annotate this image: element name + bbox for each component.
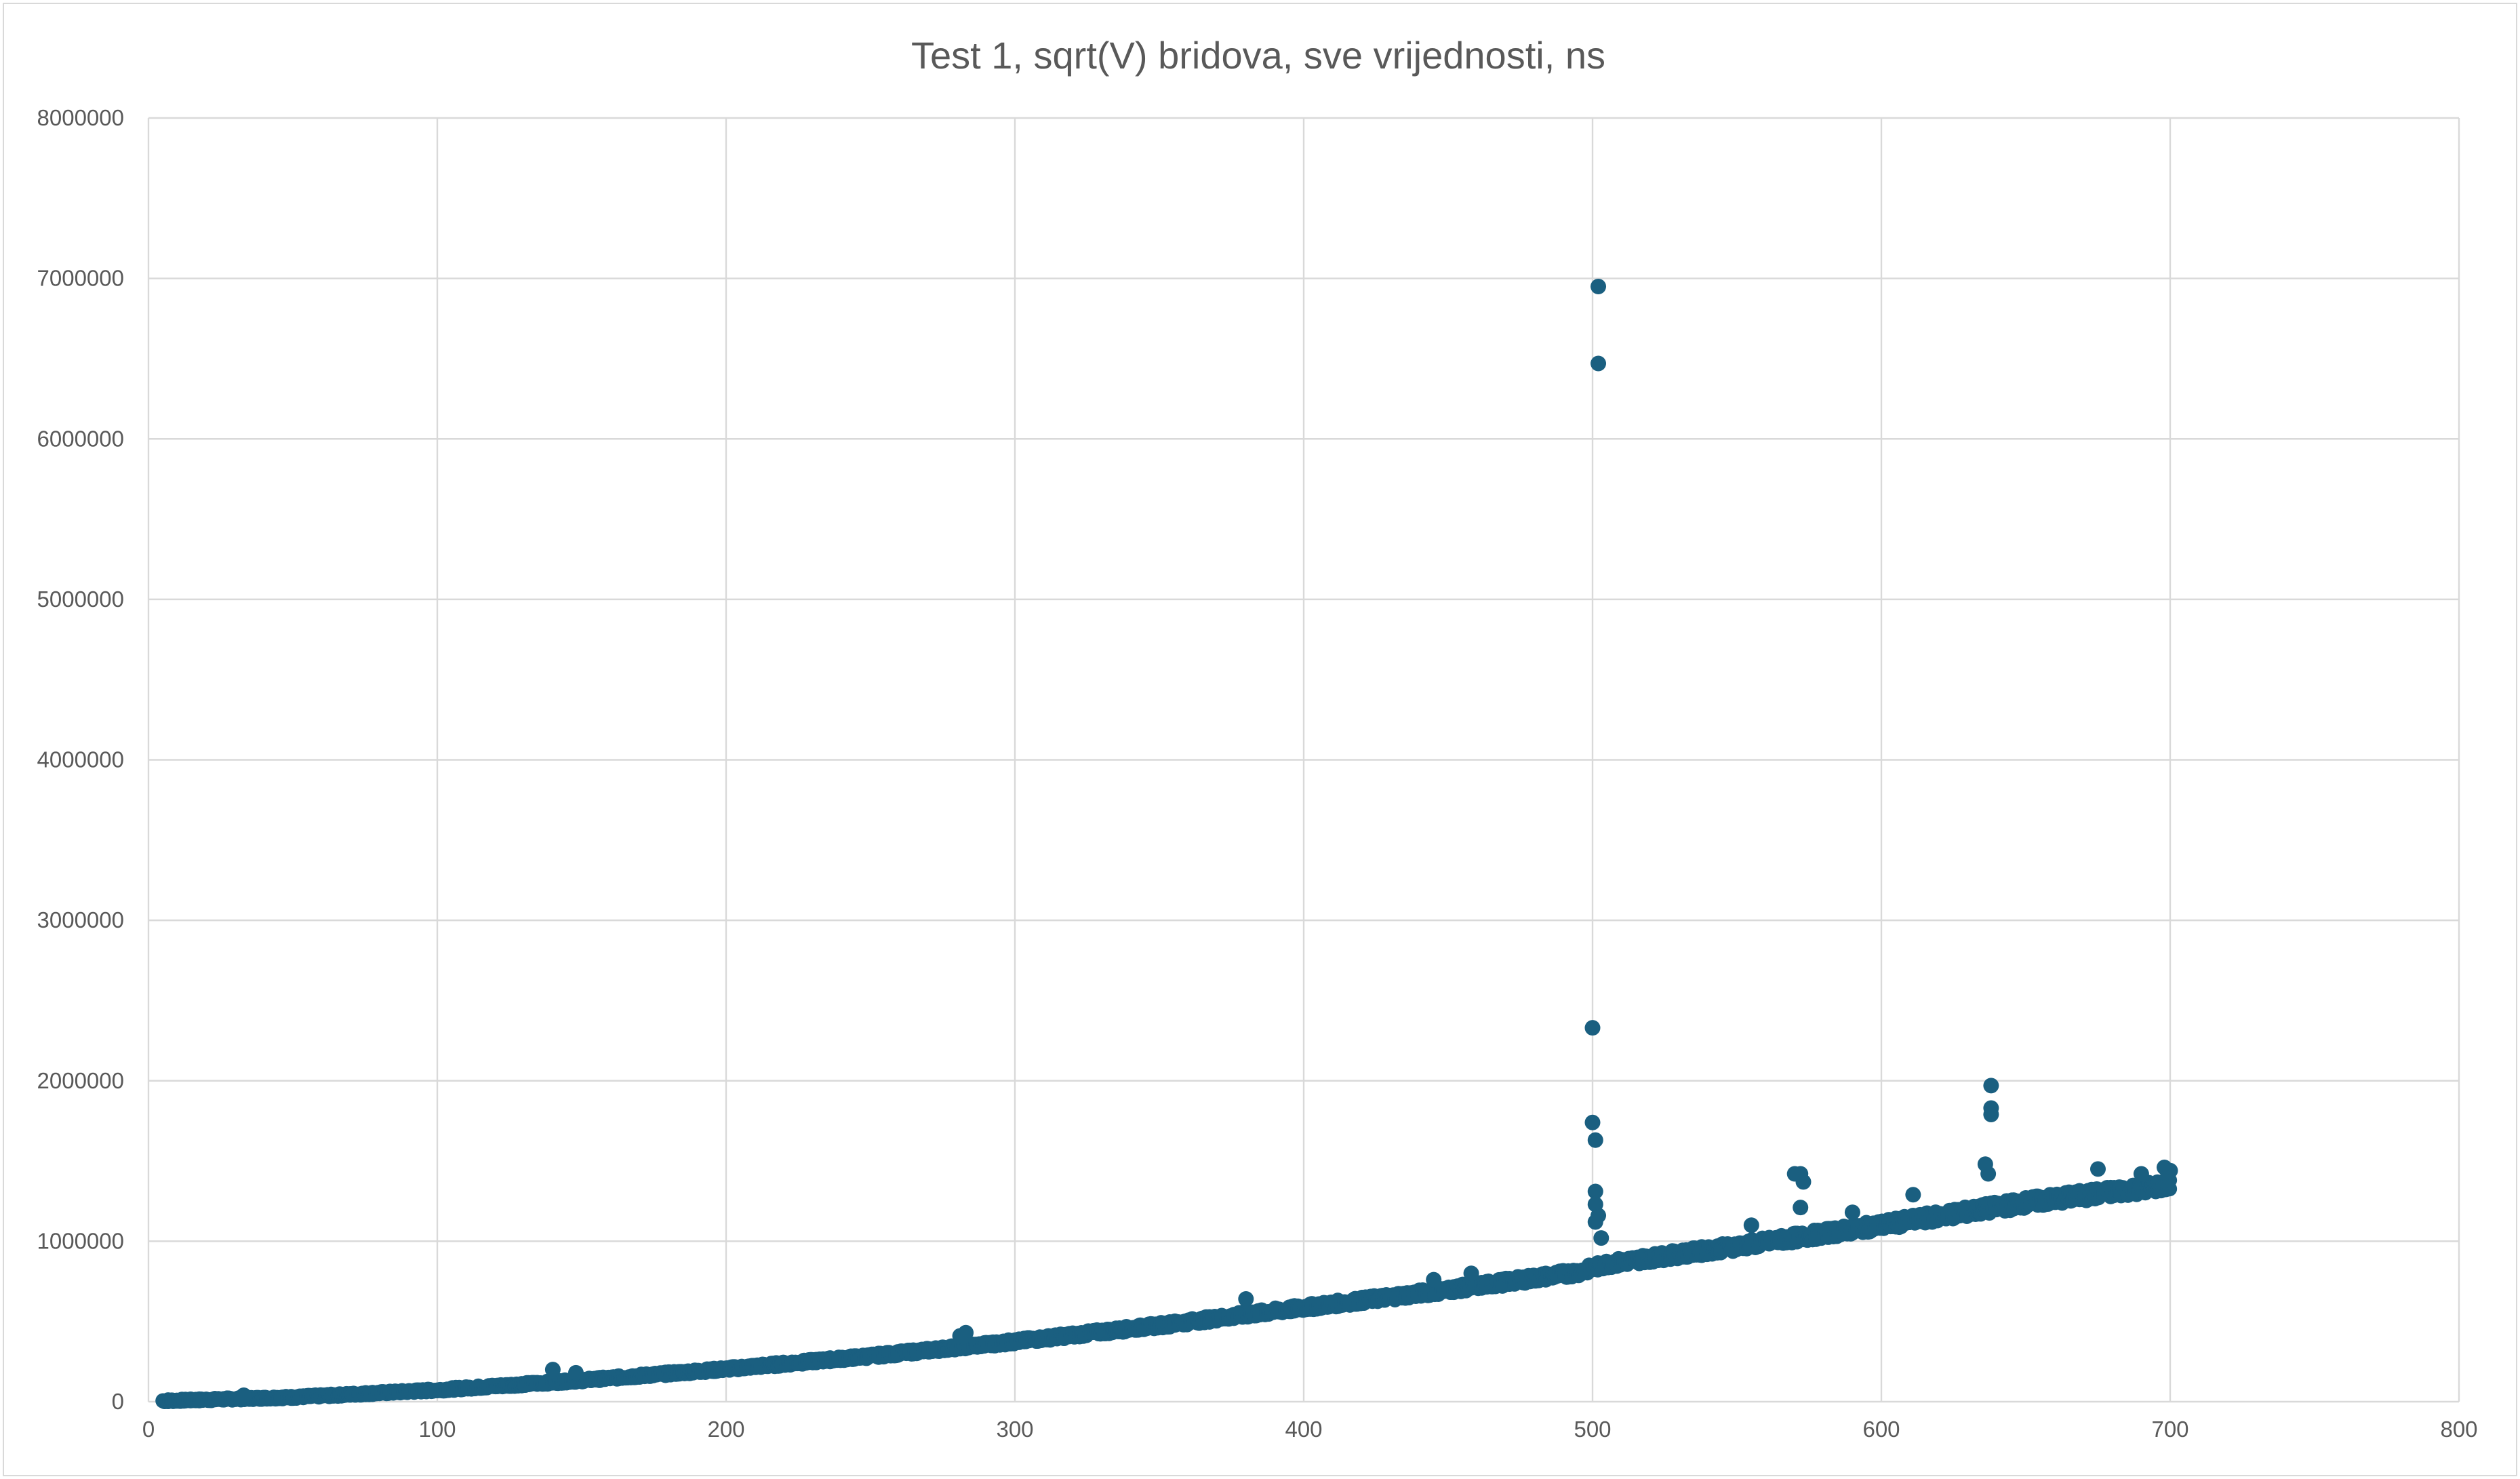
data-point-outlier <box>1793 1200 1809 1216</box>
data-point-outlier <box>1591 278 1607 294</box>
x-axis-tick-labels: 0 100 200 300 400 500 600 700 800 <box>142 1417 2478 1442</box>
data-point-outlier <box>236 1387 252 1404</box>
data-point-outlier <box>1980 1166 1997 1182</box>
data-point-outlier <box>1587 1132 1603 1148</box>
y-tick-label: 8000000 <box>37 105 124 130</box>
data-point-outlier <box>1983 1106 1999 1122</box>
data-point-outlier <box>2090 1161 2106 1177</box>
data-point-outlier <box>2133 1166 2149 1182</box>
x-tick-label: 300 <box>996 1417 1033 1442</box>
y-tick-label: 3000000 <box>37 907 124 932</box>
data-point-outlier <box>1905 1187 1921 1203</box>
data-points <box>155 278 2178 1410</box>
data-point-outlier <box>1426 1271 1442 1288</box>
y-tick-label: 2000000 <box>37 1068 124 1093</box>
x-gridlines <box>147 118 2460 1402</box>
x-tick-label: 600 <box>1862 1417 1900 1442</box>
data-point-outlier <box>1584 1020 1601 1036</box>
y-tick-label: 6000000 <box>37 426 124 451</box>
chart-title: Test 1, sqrt(V) bridova, sve vrijednosti… <box>911 34 1605 77</box>
data-point-outlier <box>1587 1183 1603 1200</box>
data-point-outlier <box>544 1362 561 1378</box>
x-tick-label: 0 <box>142 1417 155 1442</box>
data-point-outlier <box>1238 1291 1254 1307</box>
data-point-outlier <box>1584 1114 1601 1130</box>
data-point-outlier <box>1593 1230 1609 1246</box>
data-point-outlier <box>1844 1204 1860 1221</box>
data-point-outlier <box>2162 1162 2178 1179</box>
data-point-outlier <box>952 1328 968 1344</box>
y-tick-label: 5000000 <box>37 587 124 612</box>
chart-frame: Test 1, sqrt(V) bridova, sve vrijednosti… <box>3 3 2517 1476</box>
data-point-outlier <box>1591 355 1607 372</box>
data-point-outlier <box>1983 1078 1999 1094</box>
x-tick-label: 700 <box>2151 1417 2188 1442</box>
y-tick-label: 0 <box>112 1389 124 1414</box>
scatter-chart: Test 1, sqrt(V) bridova, sve vrijednosti… <box>37 34 2478 1442</box>
y-axis-tick-labels: 0 1000000 2000000 3000000 4000000 5000000 6000… <box>37 105 124 1414</box>
data-point-outlier <box>567 1364 584 1381</box>
data-point-outlier <box>1743 1217 1759 1234</box>
x-tick-label: 400 <box>1285 1417 1322 1442</box>
x-tick-label: 800 <box>2440 1417 2477 1442</box>
y-tick-label: 7000000 <box>37 266 124 291</box>
x-tick-label: 100 <box>418 1417 456 1442</box>
x-tick-label: 200 <box>707 1417 744 1442</box>
data-point-outlier <box>1587 1214 1603 1230</box>
x-tick-label: 500 <box>1574 1417 1611 1442</box>
data-point-outlier <box>1795 1174 1812 1190</box>
y-tick-label: 4000000 <box>37 747 124 772</box>
data-point-outlier <box>1463 1265 1479 1282</box>
y-tick-label: 1000000 <box>37 1228 124 1253</box>
